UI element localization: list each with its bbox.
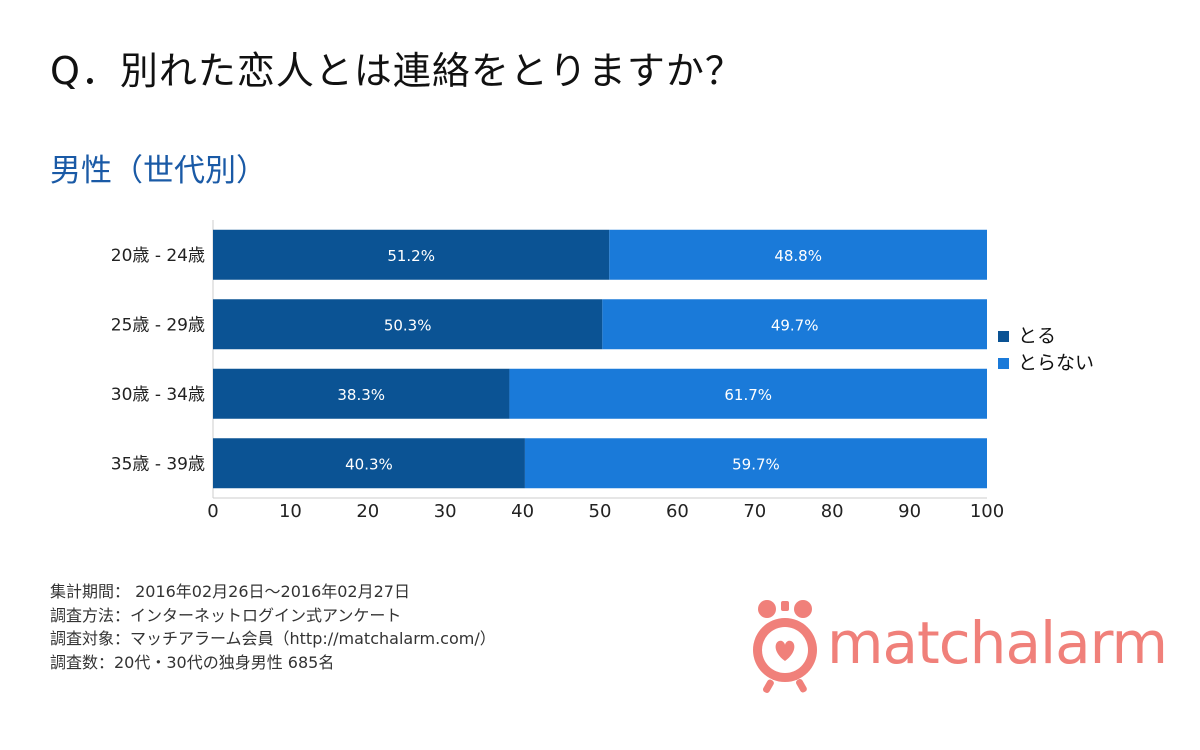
x-tick-label: 70 xyxy=(743,501,766,522)
bar-value-label: 38.3% xyxy=(337,386,385,404)
bar-value-label: 61.7% xyxy=(724,386,772,404)
bar-value-label: 50.3% xyxy=(384,316,432,334)
bar-segment-toranai xyxy=(602,299,987,350)
note-target: 調査対象：マッチアラーム会員（http://matchalarm.com/） xyxy=(50,629,496,648)
chart-question-title: Q．別れた恋人とは連絡をとりますか？ xyxy=(50,49,744,93)
x-tick-label: 0 xyxy=(207,501,218,522)
bar-value-label: 59.7% xyxy=(732,455,780,473)
note-sample: 調査数：20代・30代の独身男性 685名 xyxy=(50,652,335,672)
bar-segment-toru xyxy=(213,438,525,489)
bar-segment-toru xyxy=(213,368,510,419)
note-method: 調査方法：インターネットログイン式アンケート xyxy=(50,605,402,625)
chart-subtitle: 男性（世代別） xyxy=(50,153,267,189)
y-tick-label: 35歳 - 39歳 xyxy=(111,454,205,474)
alarm-clock-icon xyxy=(753,600,817,693)
y-tick-label: 20歳 - 24歳 xyxy=(111,246,205,266)
x-tick-label: 90 xyxy=(898,501,921,522)
note-period: 集計期間： 2016年02月26日～2016年02月27日 xyxy=(50,582,410,601)
legend-swatch xyxy=(998,331,1009,342)
y-tick-label: 30歳 - 34歳 xyxy=(111,385,205,405)
x-tick-label: 60 xyxy=(666,501,689,522)
legend-label: とる xyxy=(1018,325,1056,347)
bar-segment-toranai xyxy=(524,438,987,489)
bar-segment-toru xyxy=(213,229,610,280)
logo-text-match: match xyxy=(827,609,1006,677)
legend-label: とらない xyxy=(1018,352,1094,374)
logo-text-alarm: alarm xyxy=(1005,609,1168,677)
legend-swatch xyxy=(998,358,1009,369)
x-tick-label: 10 xyxy=(279,501,302,522)
x-tick-label: 20 xyxy=(356,501,379,522)
bar-value-label: 49.7% xyxy=(771,316,819,334)
y-tick-label: 25歳 - 29歳 xyxy=(111,315,205,335)
x-tick-label: 100 xyxy=(970,501,1004,522)
x-tick-label: 80 xyxy=(821,501,844,522)
x-tick-label: 30 xyxy=(434,501,457,522)
bar-value-label: 51.2% xyxy=(387,247,435,265)
bar-segment-toru xyxy=(213,299,603,350)
x-tick-label: 50 xyxy=(589,501,612,522)
matchalarm-logo: matchalarm xyxy=(745,595,1168,705)
bar-segment-toranai xyxy=(509,368,987,419)
x-tick-label: 40 xyxy=(511,501,534,522)
logo-wordmark: matchalarm xyxy=(827,609,1168,677)
survey-notes: 集計期間： 2016年02月26日～2016年02月27日 調査方法：インターネ… xyxy=(50,580,496,674)
bar-segment-toranai xyxy=(609,229,987,280)
bar-value-label: 40.3% xyxy=(345,455,393,473)
bar-value-label: 48.8% xyxy=(774,247,822,265)
